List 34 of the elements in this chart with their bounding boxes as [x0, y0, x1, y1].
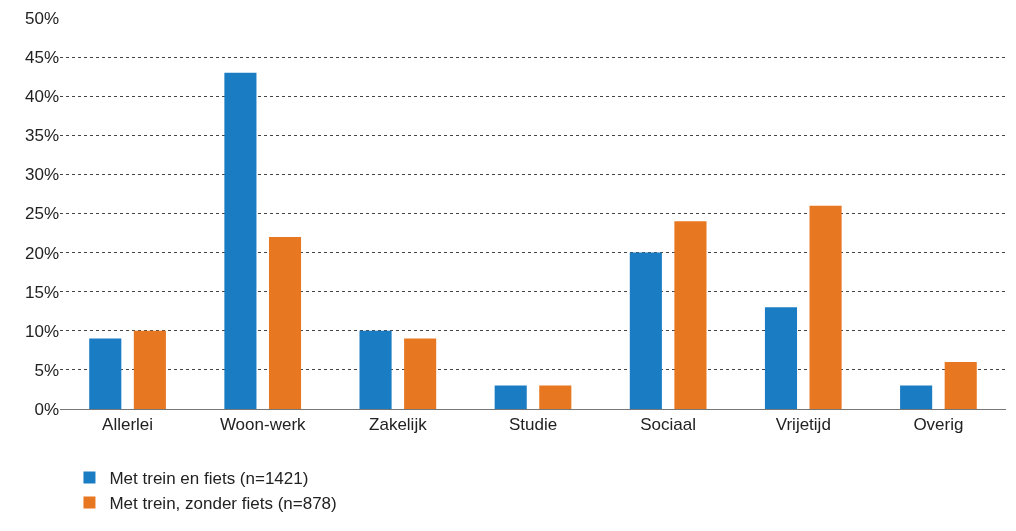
x-tick-label: Zakelijk — [369, 415, 428, 435]
y-tick-label: 20% — [24, 243, 59, 263]
y-tick-label: 25% — [24, 204, 59, 224]
bar — [224, 72, 257, 409]
y-tick-label: 35% — [24, 126, 59, 146]
x-tick-label: Woon-werk — [219, 415, 307, 435]
bar — [133, 330, 166, 409]
bar — [764, 307, 798, 409]
legend-label: Met trein en fiets (n=1421) — [109, 469, 309, 489]
y-tick-label: 50% — [24, 8, 59, 28]
x-tick-label: Overig — [913, 415, 964, 435]
x-tick-label: Allerlei — [102, 415, 154, 435]
x-tick-label: Studie — [508, 415, 558, 435]
y-tick-label: 10% — [24, 321, 59, 341]
y-tick-label: 40% — [24, 87, 59, 107]
bar — [89, 338, 122, 409]
y-tick-label: 0% — [34, 399, 59, 419]
legend-label: Met trein, zonder fiets (n=878) — [109, 494, 337, 514]
bar — [674, 221, 707, 409]
bar — [629, 252, 662, 409]
y-tick-label: 45% — [24, 48, 59, 68]
y-tick-label: 5% — [34, 360, 59, 380]
bar — [944, 362, 977, 409]
bar — [359, 330, 392, 409]
y-tick-label: 30% — [24, 165, 59, 185]
y-tick-label: 15% — [24, 282, 59, 302]
bar — [494, 385, 527, 409]
bar — [809, 205, 842, 409]
x-tick-label: Vrijetijd — [775, 415, 831, 435]
bar — [268, 236, 302, 409]
bar — [900, 385, 933, 409]
bar — [539, 385, 572, 409]
bar — [404, 338, 437, 409]
x-tick-label: Sociaal — [640, 415, 697, 435]
